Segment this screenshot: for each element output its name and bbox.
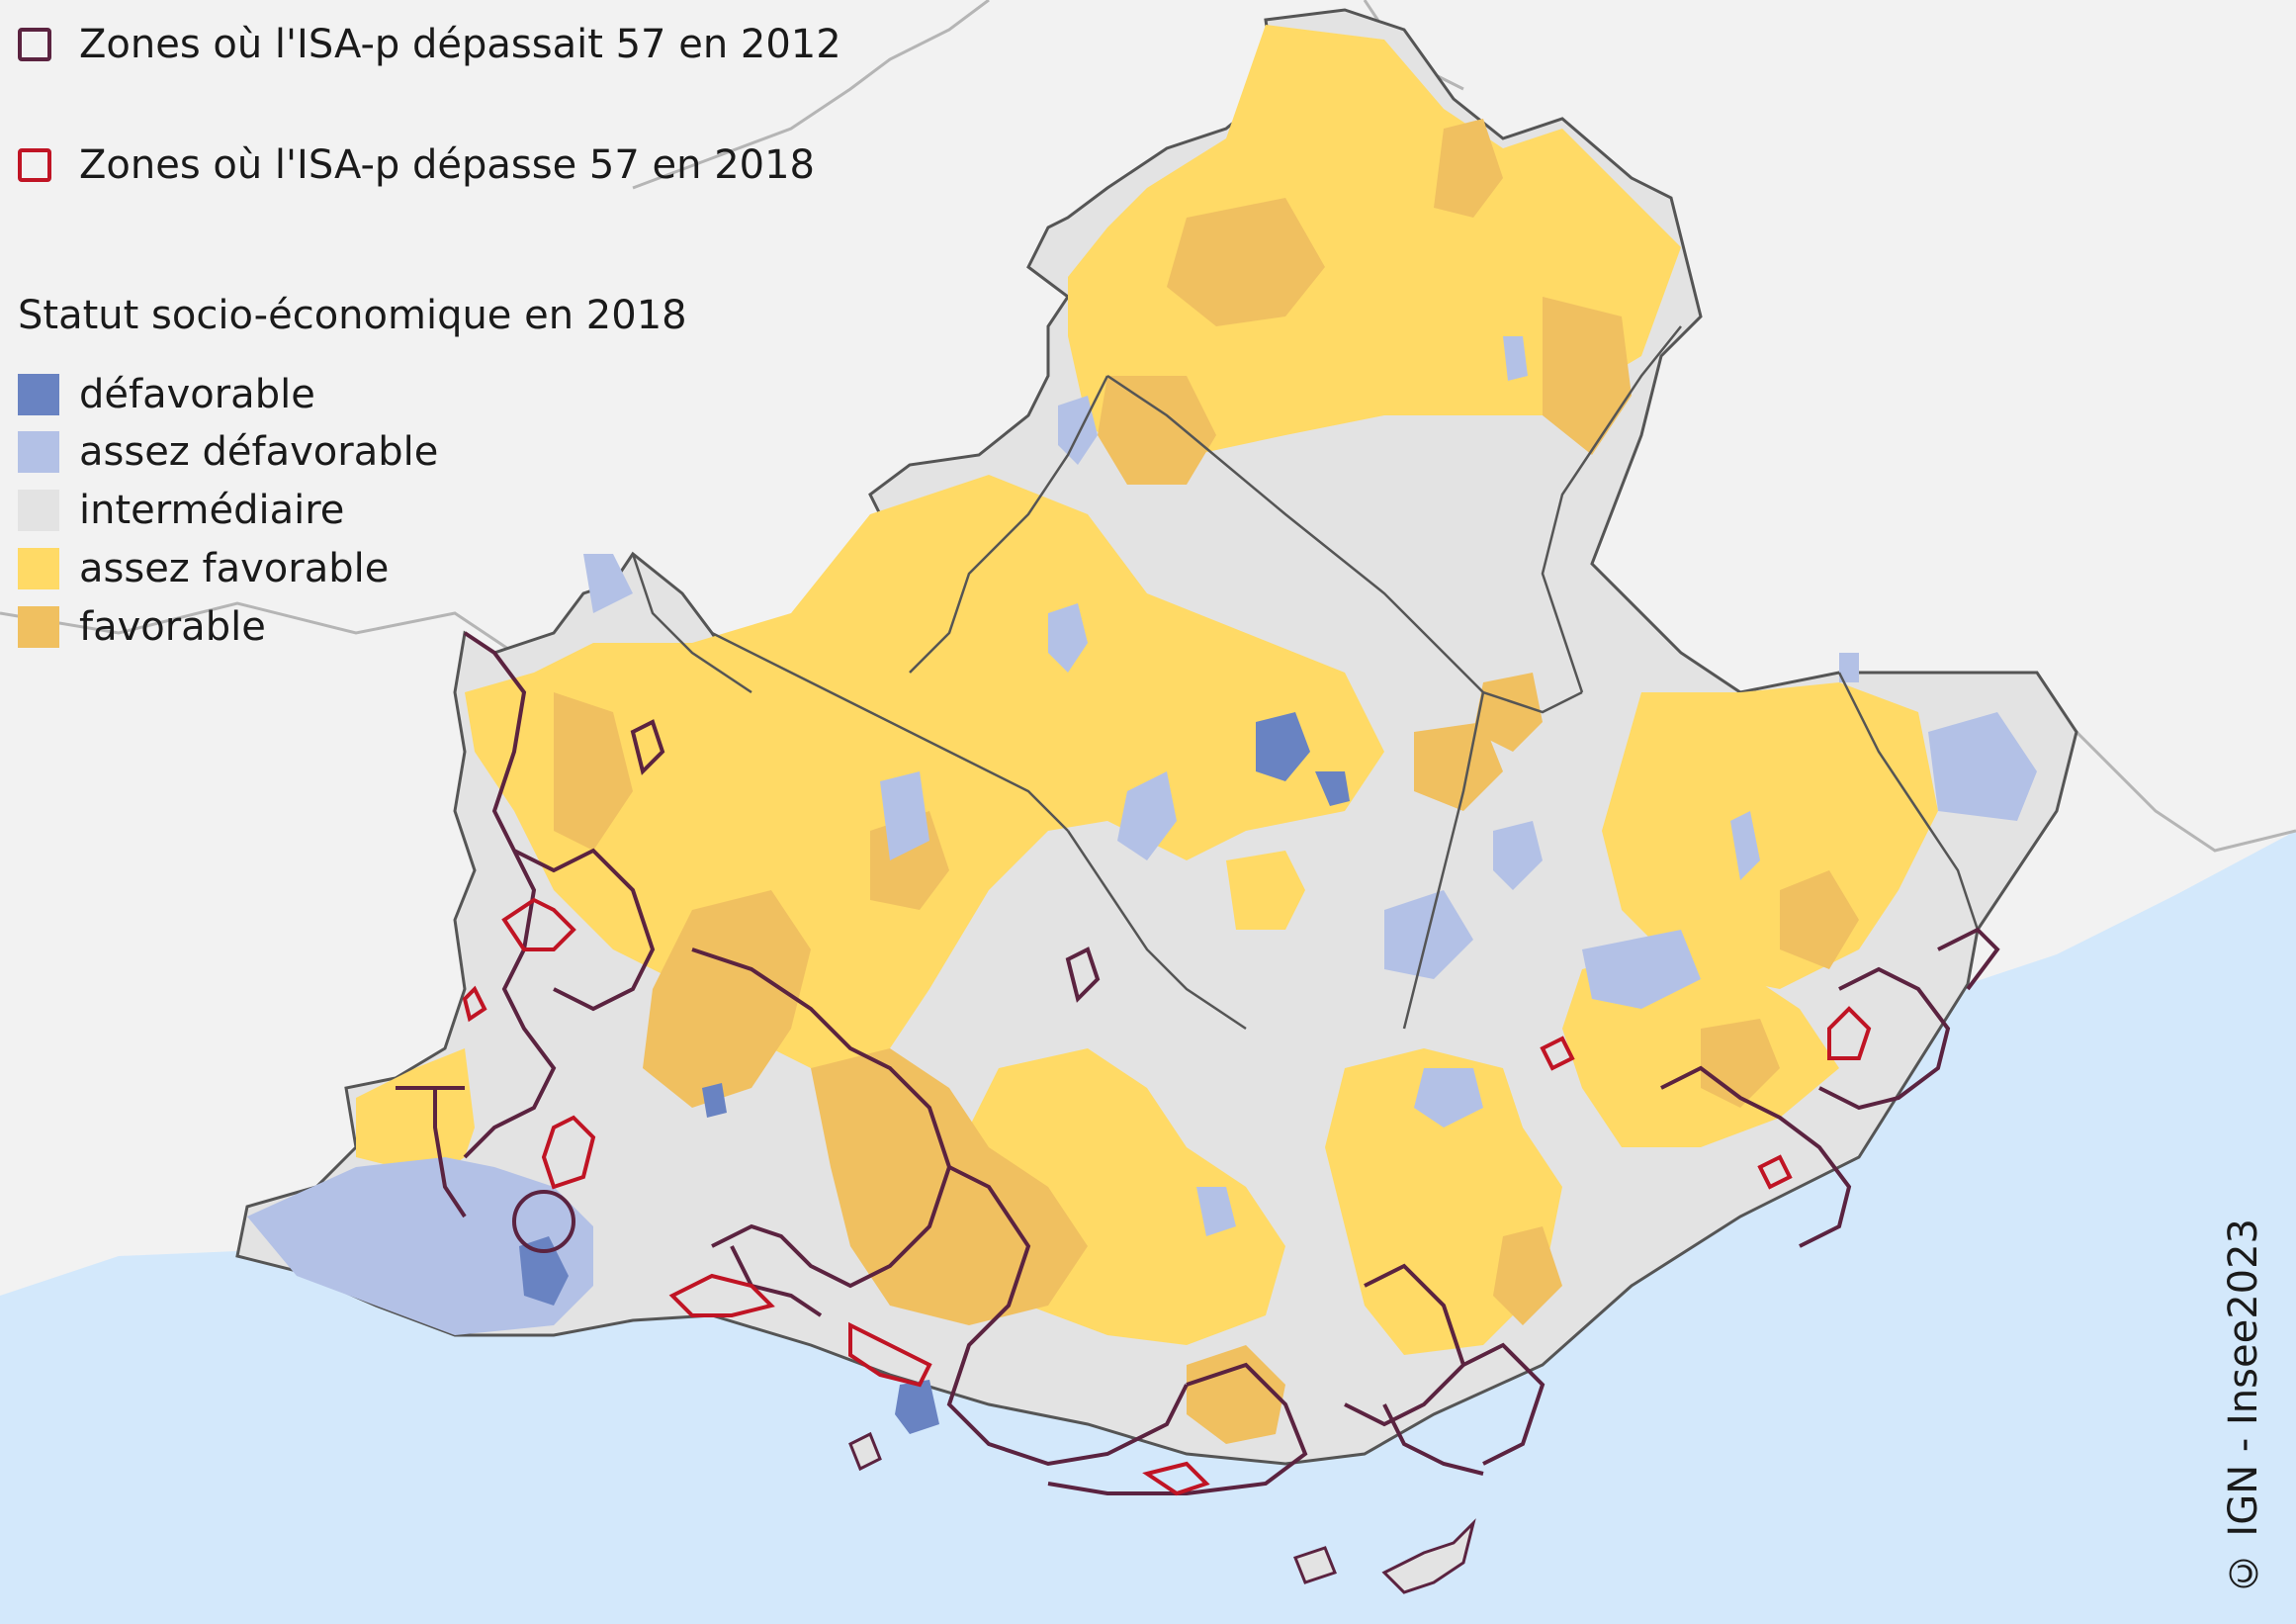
assez-defavorable-zones bbox=[247, 336, 2037, 1335]
legend-outline-2018-label: Zones où l'ISA-p dépasse 57 en 2018 bbox=[79, 142, 815, 188]
legend-category: assez favorable bbox=[18, 546, 389, 591]
defavorable-zones bbox=[519, 712, 1350, 1434]
category-label: assez favorable bbox=[79, 546, 390, 591]
legend-category: défavorable bbox=[18, 372, 315, 417]
category-label: favorable bbox=[79, 604, 266, 650]
departement-boundaries bbox=[631, 325, 1980, 1031]
legend-outline-2012: Zones où l'ISA-p dépassait 57 en 2012 bbox=[18, 22, 841, 67]
legend-category: assez défavorable bbox=[18, 429, 438, 475]
category-label: intermédiaire bbox=[79, 488, 345, 533]
sea bbox=[0, 831, 2296, 1624]
outline-2012-swatch bbox=[18, 28, 51, 61]
legend-category: intermédiaire bbox=[18, 488, 344, 533]
category-label: défavorable bbox=[79, 372, 315, 417]
legend-outline-2018: Zones où l'ISA-p dépasse 57 en 2018 bbox=[18, 142, 815, 188]
isa-2012-outlines bbox=[396, 631, 2000, 1495]
category-swatch bbox=[18, 548, 59, 589]
category-label: assez défavorable bbox=[79, 429, 439, 475]
legend-title: Statut socio-économique en 2018 bbox=[18, 293, 687, 338]
neighbour-border bbox=[632, 0, 990, 190]
category-swatch bbox=[18, 490, 59, 531]
category-swatch bbox=[18, 374, 59, 415]
islands bbox=[848, 1431, 1476, 1594]
category-swatch bbox=[18, 606, 59, 648]
source-credit: © IGN - Insee2023 bbox=[2221, 1218, 2266, 1594]
isa-2018-outlines bbox=[462, 897, 1872, 1496]
category-swatch bbox=[18, 431, 59, 473]
favorable-zones bbox=[554, 119, 1859, 1444]
legend-outline-2012-label: Zones où l'ISA-p dépassait 57 en 2012 bbox=[79, 22, 841, 67]
outline-2018-swatch bbox=[18, 148, 51, 182]
legend-category: favorable bbox=[18, 604, 266, 650]
neighbour-border bbox=[2055, 710, 2296, 853]
